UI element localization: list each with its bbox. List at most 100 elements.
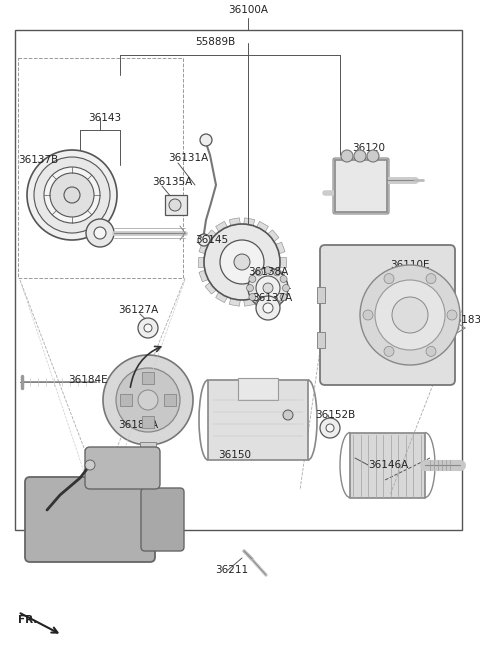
- Circle shape: [94, 227, 106, 239]
- FancyBboxPatch shape: [25, 477, 155, 562]
- Circle shape: [256, 296, 280, 320]
- Circle shape: [426, 274, 436, 283]
- Polygon shape: [266, 230, 279, 243]
- Polygon shape: [199, 270, 210, 281]
- Polygon shape: [198, 257, 206, 267]
- Circle shape: [384, 346, 394, 356]
- Circle shape: [255, 300, 263, 307]
- Circle shape: [280, 293, 287, 300]
- Circle shape: [274, 300, 280, 307]
- Circle shape: [50, 173, 94, 217]
- FancyBboxPatch shape: [333, 158, 389, 214]
- Text: 36131A: 36131A: [168, 153, 208, 163]
- Circle shape: [116, 368, 180, 432]
- Circle shape: [392, 297, 428, 333]
- Circle shape: [200, 134, 212, 146]
- Text: 36110E: 36110E: [390, 260, 430, 270]
- Bar: [208, 380, 308, 460]
- Text: 36127A: 36127A: [118, 305, 158, 315]
- Text: 36211: 36211: [215, 565, 248, 575]
- Bar: [165, 195, 187, 215]
- Text: 36146A: 36146A: [368, 460, 408, 470]
- Circle shape: [363, 310, 373, 320]
- Bar: [238, 378, 278, 400]
- Circle shape: [64, 187, 80, 203]
- Circle shape: [86, 219, 114, 247]
- Circle shape: [280, 276, 287, 283]
- Text: 36137A: 36137A: [252, 293, 292, 303]
- Circle shape: [375, 280, 445, 350]
- Circle shape: [44, 167, 100, 223]
- Circle shape: [264, 302, 272, 310]
- Polygon shape: [229, 218, 240, 228]
- Circle shape: [384, 274, 394, 283]
- Text: 36180A: 36180A: [118, 420, 158, 430]
- FancyBboxPatch shape: [85, 447, 160, 489]
- Polygon shape: [229, 297, 240, 306]
- Circle shape: [263, 283, 273, 293]
- Polygon shape: [205, 230, 217, 243]
- Text: 36145: 36145: [195, 235, 228, 245]
- Circle shape: [103, 355, 193, 445]
- Circle shape: [27, 150, 117, 240]
- Polygon shape: [274, 242, 285, 255]
- Circle shape: [138, 390, 158, 410]
- Circle shape: [249, 276, 256, 283]
- Polygon shape: [205, 281, 217, 294]
- Circle shape: [248, 268, 288, 308]
- Bar: [142, 372, 154, 384]
- Polygon shape: [216, 291, 228, 302]
- Circle shape: [320, 418, 340, 438]
- Text: 36137B: 36137B: [18, 155, 58, 165]
- Circle shape: [354, 150, 366, 162]
- Polygon shape: [243, 218, 254, 228]
- Circle shape: [367, 150, 379, 162]
- Polygon shape: [216, 221, 228, 234]
- FancyBboxPatch shape: [141, 488, 184, 551]
- Polygon shape: [274, 270, 285, 281]
- Text: 36150: 36150: [218, 450, 251, 460]
- Bar: [317, 332, 325, 348]
- Polygon shape: [256, 291, 268, 302]
- Bar: [120, 394, 132, 406]
- Circle shape: [426, 346, 436, 356]
- Polygon shape: [199, 242, 210, 255]
- Bar: [317, 287, 325, 303]
- Circle shape: [169, 199, 181, 211]
- Circle shape: [234, 254, 250, 270]
- Polygon shape: [256, 221, 268, 234]
- Circle shape: [263, 303, 273, 313]
- Circle shape: [138, 318, 158, 338]
- Circle shape: [255, 269, 263, 276]
- Text: 36120: 36120: [352, 143, 385, 153]
- Bar: [164, 394, 176, 406]
- Bar: [18, 58, 183, 278]
- Polygon shape: [278, 257, 286, 267]
- Text: 36135A: 36135A: [152, 177, 192, 187]
- Text: 36138A: 36138A: [248, 267, 288, 277]
- Circle shape: [283, 410, 293, 420]
- FancyBboxPatch shape: [320, 245, 455, 385]
- Bar: [142, 416, 154, 428]
- Circle shape: [85, 460, 95, 470]
- Circle shape: [274, 269, 280, 276]
- Bar: [335, 160, 387, 212]
- Circle shape: [326, 424, 334, 432]
- Polygon shape: [243, 297, 254, 306]
- Text: 36100A: 36100A: [228, 5, 268, 15]
- Circle shape: [198, 234, 210, 246]
- Circle shape: [256, 276, 280, 300]
- Bar: [140, 442, 156, 454]
- Circle shape: [204, 224, 280, 300]
- Circle shape: [341, 150, 353, 162]
- Circle shape: [220, 240, 264, 284]
- Text: 36183: 36183: [448, 315, 480, 325]
- Circle shape: [34, 157, 110, 233]
- Circle shape: [283, 285, 289, 291]
- Bar: [15, 30, 462, 530]
- Circle shape: [144, 324, 152, 332]
- Circle shape: [447, 310, 457, 320]
- Circle shape: [360, 265, 460, 365]
- Bar: [350, 433, 425, 498]
- Circle shape: [247, 285, 253, 291]
